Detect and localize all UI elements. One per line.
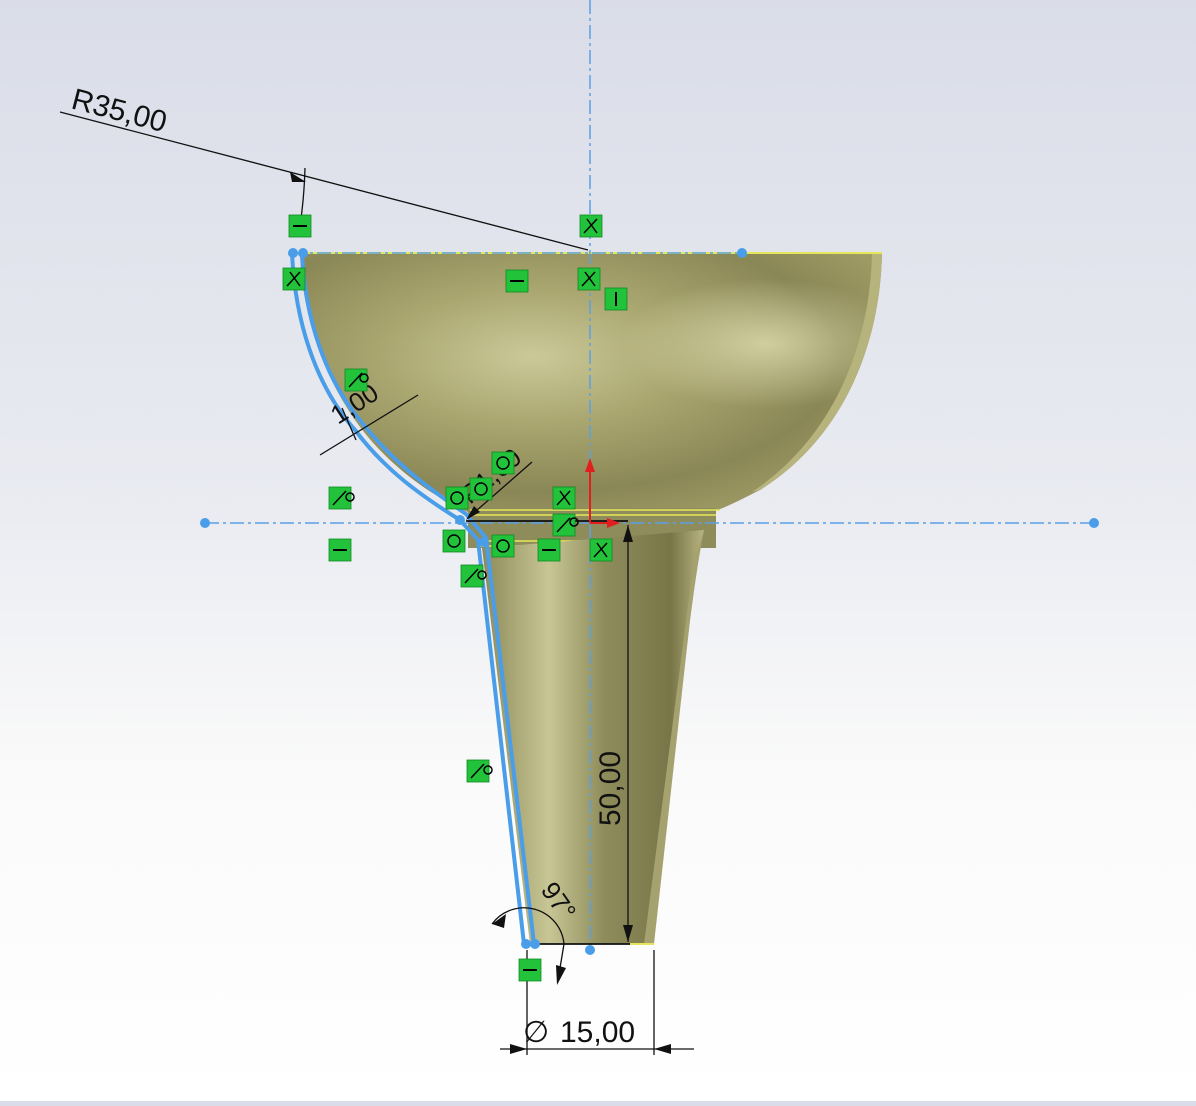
sketch-point-bottom-2[interactable]: [530, 939, 540, 949]
coincident-relation-icon[interactable]: [577, 267, 601, 291]
stem-body[interactable]: [482, 530, 704, 944]
vertical-relation-icon[interactable]: [604, 287, 628, 311]
tangent-relation-icon[interactable]: [460, 564, 487, 588]
tangent-relation-icon[interactable]: [466, 759, 493, 783]
horizontal-relation-icon[interactable]: [328, 538, 352, 562]
concentric-relation-icon[interactable]: [491, 534, 515, 558]
sketch-point-bottom-center[interactable]: [585, 945, 595, 955]
diameter-symbol[interactable]: ∅: [523, 1016, 549, 1049]
horizontal-relation-icon[interactable]: [505, 269, 529, 293]
bowl-rim-shadow: [752, 253, 882, 492]
coincident-relation-icon[interactable]: [552, 486, 576, 510]
sketch-point-bottom-1[interactable]: [521, 939, 531, 949]
coincident-relation-icon[interactable]: [579, 214, 603, 238]
tangent-relation-icon[interactable]: [552, 513, 579, 537]
horizontal-relation-icon[interactable]: [518, 958, 542, 982]
concentric-relation-icon[interactable]: [491, 451, 515, 475]
sketch-point-top-inner[interactable]: [298, 248, 308, 258]
concentric-relation-icon[interactable]: [469, 477, 493, 501]
dimension-diameter[interactable]: ∅ 15,00: [500, 950, 694, 1055]
horizontal-relation-icon[interactable]: [288, 214, 312, 238]
sketch-point-top-left[interactable]: [288, 248, 298, 258]
sketch-profile-outer[interactable]: [290, 252, 526, 945]
coincident-relation-icon[interactable]: [589, 538, 613, 562]
centerline-end-left[interactable]: [200, 518, 210, 528]
bowl-top-centerline-end[interactable]: [737, 248, 747, 258]
centerline-end-right[interactable]: [1089, 518, 1099, 528]
concentric-relation-icon[interactable]: [442, 529, 466, 553]
sketch-point-neck-2[interactable]: [479, 537, 489, 547]
diameter-label[interactable]: 15,00: [560, 1016, 635, 1049]
dimension-height[interactable]: 50,00: [594, 525, 633, 942]
horizontal-relation-icon[interactable]: [537, 538, 561, 562]
sketch-profile-inner[interactable]: [300, 252, 536, 945]
radius-top-label[interactable]: R35,00: [68, 83, 170, 139]
tangent-relation-icon[interactable]: [328, 486, 355, 510]
sketch-point-neck[interactable]: [455, 515, 465, 525]
tangent-relation-icon[interactable]: [344, 368, 369, 392]
stem-right-shadow: [644, 530, 704, 944]
origin-icon[interactable]: [585, 458, 620, 528]
bowl-highlight: [300, 253, 882, 512]
height-label[interactable]: 50,00: [594, 751, 627, 826]
coincident-relation-icon[interactable]: [282, 267, 306, 291]
concentric-relation-icon[interactable]: [445, 486, 469, 510]
dimension-radius-top[interactable]: R35,00: [59, 83, 589, 251]
